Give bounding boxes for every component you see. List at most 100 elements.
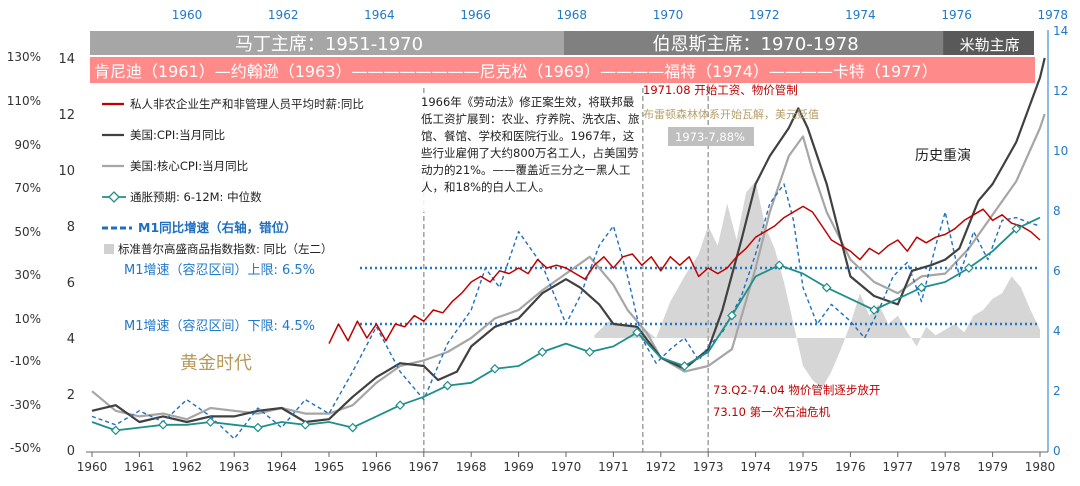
y-left-outer-tick: 110% (7, 94, 41, 108)
series-expect-marker (300, 419, 311, 430)
chair-bar (943, 31, 1034, 55)
wage-control-annotation: 1971.08 开始工资、物价管制 (643, 83, 798, 97)
y-left-inner-tick: 14 (58, 52, 75, 67)
legend-swatch-marker (108, 191, 120, 203)
top-axis-tick: 1978 (1038, 8, 1069, 22)
top-axis-tick: 1976 (941, 8, 972, 22)
series-expect-marker (347, 422, 358, 433)
bretton-annotation: 布雷顿森林体系开始瓦解，美元贬值 (643, 107, 819, 121)
x-axis-tick: 1972 (646, 460, 677, 474)
x-axis-tick: 1966 (361, 460, 392, 474)
series-m1-line (91, 183, 1041, 440)
top-axis-tick: 1964 (364, 8, 395, 22)
y-left-inner-tick: 6 (67, 276, 75, 291)
x-axis-tick: 1960 (77, 460, 108, 474)
legend-label: 通胀预期: 6-12M: 中位数 (130, 190, 262, 204)
y-left-inner-tick: 10 (58, 164, 75, 179)
legend-swatch (104, 244, 114, 254)
legend-label: 美国:CPI:当月同比 (130, 128, 225, 142)
x-axis-tick: 1979 (977, 460, 1008, 474)
y-left-outer-tick: -30% (10, 398, 41, 412)
commodity-area (594, 181, 1040, 389)
series-expect-marker (679, 361, 690, 371)
history-annotation: 历史重演 (915, 148, 971, 164)
x-axis-tick: 1961 (124, 460, 155, 474)
president-bar (90, 57, 1035, 83)
top-axis-tick: 1972 (749, 8, 780, 22)
golden-age-annotation: 黄金时代 (180, 353, 252, 374)
x-axis-tick: 1974 (740, 460, 771, 474)
series-expect-marker (584, 347, 595, 357)
y-right-tick: 12 (1053, 84, 1068, 98)
y-left-outer-tick: -50% (10, 441, 41, 455)
y-left-inner-tick: 8 (67, 220, 75, 235)
series-expect-marker (821, 282, 832, 293)
y-left-outer-tick: 30% (14, 268, 41, 282)
series-expect-marker (110, 425, 121, 436)
legend-label: M1同比增速（右轴，错位） (138, 220, 297, 235)
top-axis-tick: 1968 (557, 8, 588, 22)
x-axis-tick: 1963 (219, 460, 250, 474)
m1-tolerance-label: M1增速（容忍区间）上限: 6.5% (124, 262, 315, 278)
y-left-outer-tick: 50% (14, 225, 41, 239)
series-expect-marker (1011, 223, 1022, 234)
y-left-outer-tick: -10% (10, 354, 41, 368)
y-left-outer-tick: 10% (14, 312, 41, 326)
series-expect-line (91, 216, 1041, 432)
top-axis-tick: 1962 (268, 8, 299, 22)
series-expect-marker (442, 380, 453, 391)
legend-label: 私人非农企业生产和非管理人员平均时薪:同比 (130, 97, 364, 111)
series-expect-marker (916, 282, 927, 293)
law-annotation: 1966年《劳动法》修正案生效，将联邦最低工资扩展到：农业、疗养院、洗衣店、旅馆… (421, 94, 641, 196)
y-right-tick: 0 (1053, 444, 1061, 458)
x-axis-tick: 1977 (883, 460, 914, 474)
chair-bar (564, 31, 946, 55)
x-axis-tick: 1964 (266, 460, 297, 474)
series-expect-marker (727, 310, 737, 321)
chair-bar-label: 伯恩斯主席：1970-1978 (653, 34, 859, 55)
y-right-tick: 10 (1053, 144, 1068, 158)
y-left-outer-tick: 90% (14, 138, 41, 152)
chair-bar (90, 31, 566, 55)
y-right-tick: 2 (1053, 384, 1061, 398)
series-wage-line (328, 205, 1041, 344)
y-left-outer-tick: 70% (14, 181, 41, 195)
top-axis-tick: 1960 (172, 8, 203, 22)
x-axis-tick: 1969 (503, 460, 534, 474)
series-expect-marker (490, 363, 500, 374)
y-right-tick: 8 (1053, 204, 1061, 218)
x-axis-tick: 1971 (598, 460, 629, 474)
y-right-tick: 4 (1053, 324, 1061, 338)
label-1973: 1973-7,88% (675, 130, 745, 144)
y-left-outer-tick: 130% (7, 50, 41, 64)
chair-bar-label: 米勒主席 (960, 36, 1020, 54)
y-left-inner-tick: 0 (67, 444, 75, 459)
chair-bar-label: 马丁主席：1951-1970 (235, 34, 423, 55)
y-left-inner-tick: 2 (67, 388, 75, 403)
y-right-tick: 14 (1053, 24, 1068, 38)
series-cpi-line (91, 57, 1046, 424)
x-axis-tick: 1973 (693, 460, 724, 474)
x-axis-tick: 1962 (172, 460, 203, 474)
oil-crisis-annotation: 73.10 第一次石油危机 (713, 405, 831, 419)
series-expect-marker (205, 417, 216, 427)
series-expect-marker (632, 327, 642, 338)
x-axis-tick: 1975 (788, 460, 819, 474)
top-axis-tick: 1970 (653, 8, 684, 22)
series-expect-marker (395, 400, 405, 411)
top-axis-tick: 1974 (845, 8, 876, 22)
series-expect-marker (253, 422, 263, 433)
y-right-tick: 6 (1053, 264, 1061, 278)
law-annotation-bg (420, 94, 640, 212)
series-expect-marker (869, 305, 879, 315)
legend-label: 美国:核心CPI:当月同比 (130, 159, 248, 173)
x-axis-tick: 1970 (551, 460, 582, 474)
x-axis-tick: 1980 (1025, 460, 1056, 474)
label-1973-bg (668, 127, 754, 146)
y-left-inner-tick: 12 (58, 108, 75, 123)
series-expect-marker (774, 260, 785, 271)
x-axis-tick: 1978 (930, 460, 961, 474)
x-axis-tick: 1968 (456, 460, 487, 474)
law-annotation-text: 1966年《劳动法》修正案生效，将联邦最低工资扩展到：农业、疗养院、洗衣店、旅馆… (421, 95, 640, 194)
